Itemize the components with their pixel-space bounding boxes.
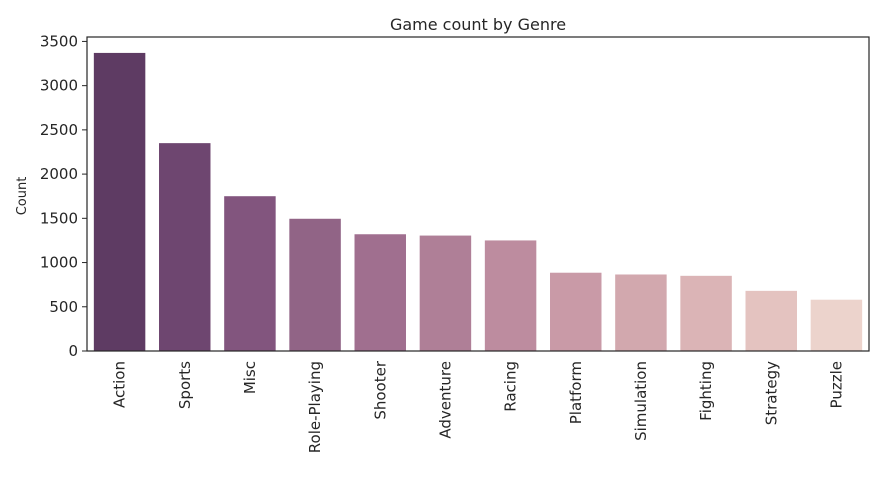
x-tick-label: Racing (502, 361, 520, 412)
x-tick-label: Strategy (762, 361, 780, 425)
y-tick-label: 3500 (40, 32, 78, 50)
bar-action (93, 52, 146, 352)
y-axis-label: Count (15, 177, 30, 216)
y-tick-label: 1500 (40, 209, 78, 227)
chart-title: Game count by Genre (390, 15, 566, 34)
x-tick-label: Sports (176, 361, 194, 409)
bar-racing (484, 240, 537, 351)
y-axis: 0 500 1000 1500 2000 2500 3000 3500 (40, 32, 87, 360)
y-tick-label: 0 (68, 342, 78, 360)
x-tick-label: Platform (567, 361, 585, 424)
y-tick-label: 2500 (40, 121, 78, 139)
y-tick-label: 500 (49, 298, 78, 316)
y-tick-label: 2000 (40, 165, 78, 183)
x-tick-label: Action (111, 361, 129, 408)
x-tick-label: Shooter (371, 360, 389, 419)
x-tick-label: Misc (241, 361, 259, 394)
plot-frame (86, 36, 870, 352)
bar-sports (159, 143, 211, 351)
x-axis: Action Sports Misc Role-Playing Shooter Adven… (111, 360, 846, 453)
bar-platform (550, 272, 602, 351)
bar-role-playing (289, 218, 341, 351)
x-tick-label: Puzzle (827, 361, 845, 408)
x-tick-label: Adventure (436, 361, 454, 439)
bar-simulation (615, 274, 667, 351)
bar-adventure (419, 235, 472, 351)
y-tick-label: 1000 (40, 254, 78, 272)
bar-puzzle (810, 299, 863, 351)
bar-misc (224, 196, 276, 351)
x-tick-label: Fighting (697, 361, 715, 421)
bar-fighting (680, 275, 732, 351)
bar-shooter (354, 234, 406, 351)
x-tick-label: Role-Playing (306, 361, 324, 453)
y-tick-label: 3000 (40, 77, 78, 95)
x-tick-label: Simulation (632, 361, 650, 441)
bar-strategy (745, 290, 797, 351)
bars-layer (93, 52, 863, 352)
